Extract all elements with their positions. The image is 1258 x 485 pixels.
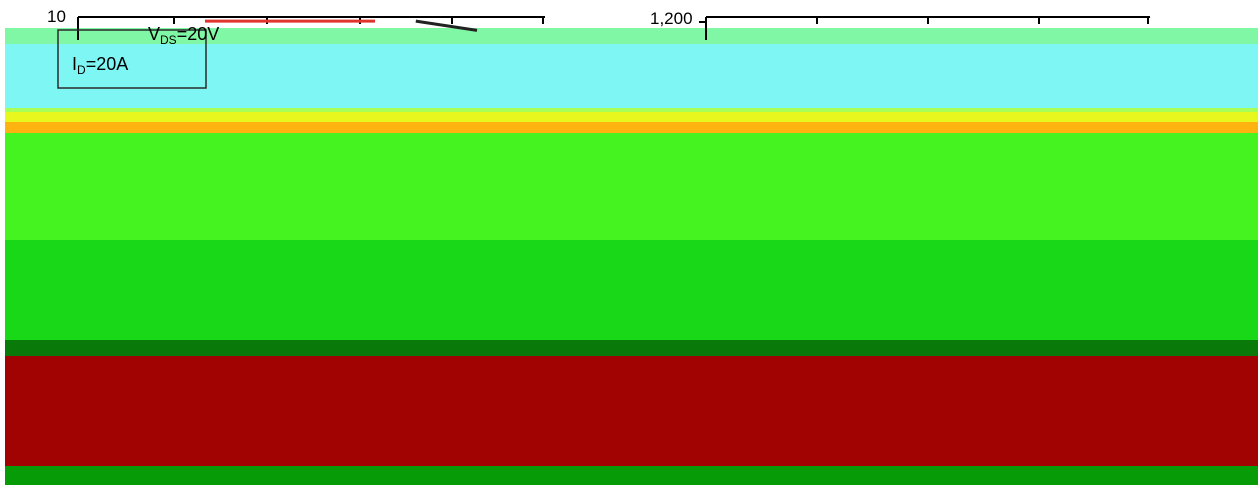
band-light-green	[5, 108, 1258, 112]
vds-value: =20V	[177, 24, 220, 44]
left-series-line-1	[415, 19, 478, 32]
vds-annotation: VDS=20V	[148, 24, 219, 47]
id-subscript: D	[77, 63, 86, 77]
id-annotation: ID=20A	[72, 54, 128, 77]
band-mint	[5, 28, 1258, 44]
right-y-top-tick-label: 1,200	[650, 9, 693, 28]
band-yellow	[5, 112, 1258, 122]
band-bottom-green	[5, 466, 1258, 485]
right-axes	[699, 16, 1150, 40]
band-green	[5, 133, 1258, 240]
left-annotation-box: VDS=20V ID=20A	[57, 24, 219, 89]
band-dark-red	[5, 356, 1258, 466]
annotation-box-border	[57, 29, 207, 89]
band-dark-green	[5, 340, 1258, 356]
left-series-group	[205, 19, 478, 32]
band-orange	[5, 122, 1258, 133]
band-bright-green	[5, 240, 1258, 340]
band-top-white	[0, 0, 1258, 28]
vds-subscript: DS	[160, 33, 177, 47]
vds-symbol: V	[148, 24, 160, 44]
left-y-top-tick-label: 10	[47, 7, 66, 26]
id-symbol: I	[72, 54, 77, 74]
band-cyan	[5, 44, 1258, 108]
id-value: =20A	[86, 54, 129, 74]
